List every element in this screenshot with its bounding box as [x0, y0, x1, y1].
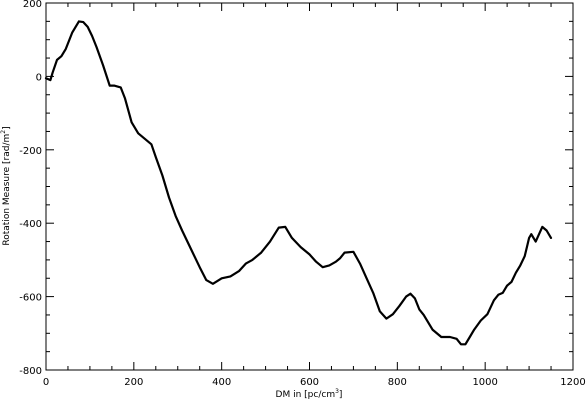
y-tick-label: 200: [23, 0, 42, 10]
y-tick-label: 0: [36, 72, 42, 83]
x-tick-label: 1000: [472, 377, 497, 388]
x-tick-label: 400: [212, 377, 231, 388]
x-tick-label: 800: [388, 377, 407, 388]
y-tick-label: -200: [19, 146, 42, 157]
y-axis-title: Rotation Measure [rad/m2]: [0, 126, 12, 245]
x-tick-label: 200: [124, 377, 143, 388]
tick-labels: 0 200 400 600 800 1000 1200 -800 -600 -400 -200 0 20…: [19, 0, 585, 388]
y-tick-label: -800: [19, 366, 42, 377]
x-axis-title: DM in [pc/cm3]: [276, 388, 343, 400]
ticks: [45, 2, 574, 371]
y-tick-label: -400: [19, 219, 42, 230]
x-tick-label: 1200: [560, 377, 585, 388]
series-line: [44, 20, 553, 346]
y-tick-label: -600: [19, 293, 42, 304]
plot-frame: [45, 2, 574, 371]
x-tick-label: 0: [43, 377, 49, 388]
x-tick-label: 600: [300, 377, 319, 388]
